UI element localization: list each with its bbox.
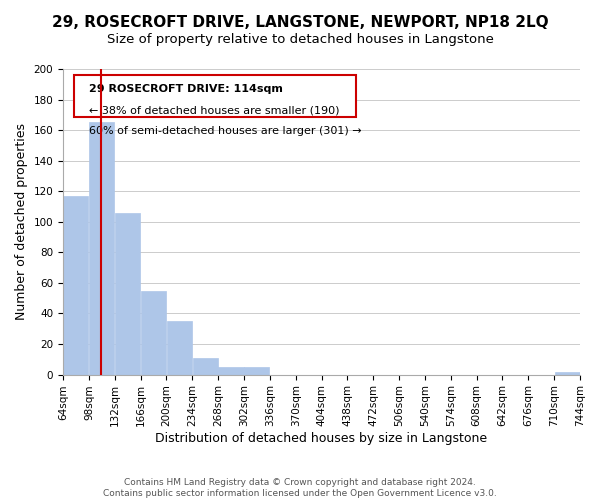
X-axis label: Distribution of detached houses by size in Langstone: Distribution of detached houses by size … xyxy=(155,432,488,445)
Bar xyxy=(141,290,166,374)
Text: 29 ROSECROFT DRIVE: 114sqm
← 38% of detached houses are smaller (190)
60% of sem: 29 ROSECROFT DRIVE: 114sqm ← 38% of deta… xyxy=(79,80,351,113)
Bar xyxy=(64,196,88,374)
Bar xyxy=(115,212,140,374)
Bar xyxy=(167,321,192,374)
Text: ← 38% of detached houses are smaller (190): ← 38% of detached houses are smaller (19… xyxy=(89,105,340,115)
Bar xyxy=(89,122,115,374)
Text: 60% of semi-detached houses are larger (301) →: 60% of semi-detached houses are larger (… xyxy=(89,126,362,136)
Text: 29 ROSECROFT DRIVE: 114sqm: 29 ROSECROFT DRIVE: 114sqm xyxy=(89,84,283,94)
Bar xyxy=(193,358,218,374)
Text: Size of property relative to detached houses in Langstone: Size of property relative to detached ho… xyxy=(107,32,493,46)
Text: 29, ROSECROFT DRIVE, LANGSTONE, NEWPORT, NP18 2LQ: 29, ROSECROFT DRIVE, LANGSTONE, NEWPORT,… xyxy=(52,15,548,30)
Text: Contains HM Land Registry data © Crown copyright and database right 2024.
Contai: Contains HM Land Registry data © Crown c… xyxy=(103,478,497,498)
Bar xyxy=(244,367,269,374)
Y-axis label: Number of detached properties: Number of detached properties xyxy=(15,124,28,320)
Bar xyxy=(554,372,580,374)
Bar xyxy=(218,367,244,374)
